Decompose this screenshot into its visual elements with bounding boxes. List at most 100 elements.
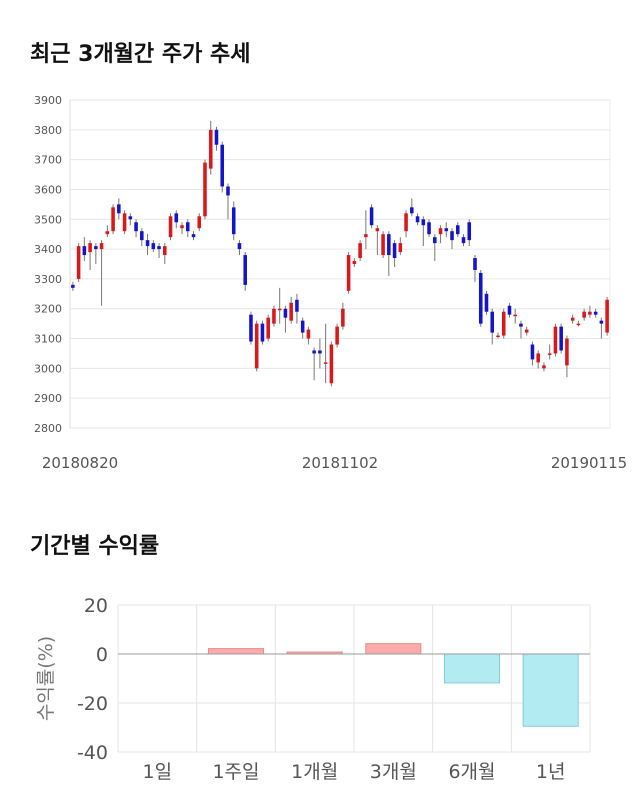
price-y-tick-label: 3000 [34,362,62,375]
candle-body [220,144,225,187]
candle-body [88,243,92,253]
candle-body [145,240,150,247]
candle-body [82,246,87,256]
price-y-tick-label: 3200 [34,303,62,316]
candle-body [559,326,563,351]
candle-body [358,243,362,259]
candle-body [473,258,477,270]
candle-body [128,216,133,220]
candle-body [191,234,196,238]
returns-bar [207,648,265,655]
returns-x-tick-label: 6개월 [448,761,495,783]
candle-body [496,335,500,338]
returns-y-tick-label: 0 [96,644,108,666]
candle-body [254,323,259,369]
returns-y-tick-label: -20 [77,693,108,715]
candle-body [214,129,219,145]
candle-body [180,225,184,229]
candle-body [289,302,293,321]
candle-body [444,228,449,232]
candle-body [151,243,156,250]
candle-body [450,231,454,241]
candle-body [421,219,426,226]
candle-body [122,213,127,232]
price-x-tick-label: 20181102 [302,454,378,472]
candle-body [433,237,437,244]
price-chart-title: 최근 3개월간 주가 추세 [30,42,251,67]
returns-x-tick-label: 1년 [536,761,566,783]
candle-body [536,353,540,363]
candle-body [329,344,334,384]
candle-body [168,216,173,238]
candle-body [392,243,397,259]
price-y-tick-label: 2900 [34,392,62,405]
candle-body [208,129,213,169]
price-x-tick-label: 20180820 [42,454,118,472]
candle-body [105,231,110,235]
candle-body [157,246,161,250]
candle-body [565,338,569,366]
candle-body [369,207,374,226]
candle-body [318,350,322,354]
candle-body [231,207,236,235]
returns-y-axis-label: 수익률(%) [35,636,57,721]
price-y-tick-label: 3600 [34,183,62,196]
candle-body [553,326,558,354]
returns-x-tick-label: 1개월 [291,761,338,783]
candle-body [71,284,75,288]
price-y-tick-label: 3400 [34,243,62,256]
candle-body [398,243,403,253]
candle-body [306,329,311,339]
price-y-tick-label: 3300 [34,273,62,286]
candle-body [582,311,586,318]
candle-body [490,311,495,333]
candle-body [455,225,460,235]
returns-x-tick-label: 3개월 [370,761,417,783]
candle-body [140,231,144,241]
candle-body [427,222,431,235]
candle-body [513,314,517,317]
candle-body [76,246,81,279]
candle-body [295,299,299,312]
candle-body [323,362,328,364]
candle-body [381,234,385,256]
candle-body [237,243,242,250]
returns-bar [443,653,501,684]
candle-body [387,234,391,256]
price-y-tick-label: 3100 [34,333,62,346]
candle-body [415,216,420,223]
candle-body [117,204,121,214]
candle-body [300,320,305,333]
candle-body [243,255,247,285]
price-y-tick-label: 3500 [34,213,62,226]
candle-body [260,323,265,342]
candle-body [530,344,535,360]
candle-body [519,323,523,327]
candle-body [605,299,609,333]
candle-body [588,311,592,315]
candle-body [111,207,115,232]
candle-body [461,237,466,244]
candle-body [501,311,506,336]
candle-body [134,222,138,232]
returns-x-tick-label: 1일 [143,761,173,783]
price-candlestick-chart: 2800 2900 3000 3100 3200 3300 3400 3500 3600 3700… [34,94,627,472]
candle-body [507,305,512,315]
candle-body [484,293,489,312]
candle-body [547,353,552,355]
candle-body [542,365,546,369]
candle-body [174,213,179,223]
candle-body [364,234,368,238]
candle-body [346,255,351,291]
candle-body [467,222,472,241]
returns-x-tick-label: 1주일 [212,761,259,783]
candle-body [283,308,288,318]
price-y-tick-label: 2800 [34,422,62,435]
candle-body [375,228,380,232]
candle-body [197,216,202,229]
returns-y-tick-label: -40 [77,742,108,764]
candle-body [478,272,483,324]
candle-body [272,308,276,324]
price-y-tick-label: 3900 [34,94,62,107]
